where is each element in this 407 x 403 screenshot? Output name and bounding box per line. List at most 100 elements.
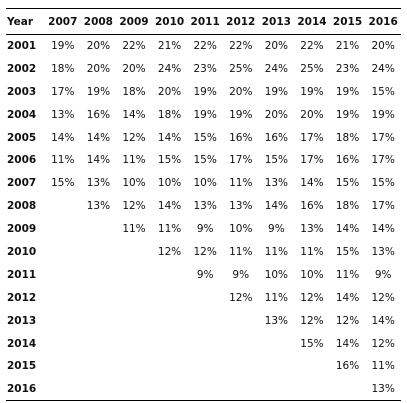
table-cell: 20% [157, 85, 182, 98]
table-cell: 13% [51, 108, 75, 121]
table-cell: 10% [157, 177, 182, 190]
table-cell [259, 332, 295, 355]
table-cell [45, 309, 81, 332]
table-cell: 25% [300, 62, 324, 75]
table-cell: 20% [264, 40, 289, 53]
table-cell: 14% [371, 314, 395, 327]
table-row: 2011 9% 9% 10% 10% 11% 9% [6, 263, 401, 286]
table-cell: 15% [371, 177, 395, 190]
row-year-label: 2007 [7, 177, 37, 190]
table-cell: 12% [122, 200, 146, 213]
table-cell: 9% [232, 268, 250, 281]
table-cell: 12% [300, 291, 324, 304]
table-cell: 14% [335, 291, 360, 304]
table-cell: 25% [229, 62, 253, 75]
table-cell [294, 378, 330, 401]
table-row: 2013 13% 12% 12% 14% [6, 309, 401, 332]
table-cell [81, 218, 117, 241]
table-row: 2001 19% 20% 22% 21% 22% 22% 20% 22% 21% 20% [6, 35, 401, 58]
table-cell: 14% [335, 223, 360, 236]
table-cell [187, 378, 223, 401]
column-header: 2008 [83, 15, 113, 28]
table-cell: 24% [264, 62, 289, 75]
table-cell: 15% [51, 177, 75, 190]
table-cell: 16% [300, 200, 324, 213]
table-cell: 22% [193, 40, 217, 53]
table-cell: 11% [264, 245, 289, 258]
table-row: 2004 13% 16% 14% 18% 19% 19% 20% 20% 19% 19% [6, 103, 401, 126]
table-cell: 23% [335, 62, 360, 75]
table-cell [116, 355, 152, 378]
table-cell: 15% [193, 154, 217, 167]
row-year-label: 2005 [7, 131, 37, 144]
table-cell: 13% [371, 245, 395, 258]
table-cell: 9% [196, 268, 214, 281]
table-header: Year 2007 2008 2009 2010 2011 2012 2013 2014 201… [6, 8, 401, 35]
table-row: 2009 11% 11% 9% 10% 9% 13% 14% 14% [6, 218, 401, 241]
table-cell [187, 286, 223, 309]
table-cell: 11% [335, 268, 360, 281]
column-header: 2012 [226, 15, 256, 28]
table-cell [187, 355, 223, 378]
table-cell: 15% [193, 131, 217, 144]
row-year-label: 2003 [7, 85, 37, 98]
table-cell [45, 378, 81, 401]
table-cell [81, 241, 117, 264]
table-cell [152, 263, 188, 286]
table-cell: 11% [264, 291, 289, 304]
table-cell [81, 355, 117, 378]
table-cell: 9% [196, 223, 214, 236]
table-cell: 20% [264, 108, 289, 121]
row-year-label: 2015 [7, 360, 37, 373]
table-cell: 14% [157, 131, 182, 144]
table-cell: 19% [86, 85, 111, 98]
table-row: 2003 17% 19% 18% 20% 19% 20% 19% 19% 19% 15% [6, 80, 401, 103]
table-cell: 19% [300, 85, 324, 98]
table-cell [45, 332, 81, 355]
table-cell: 21% [335, 40, 360, 53]
table-row: 2007 15% 13% 10% 10% 10% 11% 13% 14% 15% 15% [6, 172, 401, 195]
table-cell: 22% [300, 40, 324, 53]
table-cell: 15% [157, 154, 182, 167]
table-row: 2002 18% 20% 20% 24% 23% 25% 24% 25% 23% 24% [6, 57, 401, 80]
table-cell: 12% [371, 291, 395, 304]
table-cell: 11% [300, 245, 324, 258]
table-cell [259, 378, 295, 401]
table-cell: 12% [122, 131, 146, 144]
table-cell [223, 378, 259, 401]
table-cell [223, 355, 259, 378]
table-cell: 13% [300, 223, 324, 236]
table-cell: 11% [157, 223, 182, 236]
table-cell [152, 355, 188, 378]
table-cell: 17% [51, 85, 75, 98]
table-cell [81, 286, 117, 309]
table-cell: 16% [229, 131, 253, 144]
table-cell: 11% [371, 360, 395, 373]
table-cell [81, 332, 117, 355]
table-cell: 12% [193, 245, 217, 258]
row-year-label: 2014 [7, 337, 37, 350]
row-year-label: 2012 [7, 291, 37, 304]
table-cell [223, 332, 259, 355]
row-year-label: 2011 [7, 268, 37, 281]
table-cell: 10% [122, 177, 146, 190]
table-cell: 14% [86, 131, 111, 144]
table-cell: 14% [122, 108, 146, 121]
table-cell: 12% [335, 314, 360, 327]
table-cell: 10% [300, 268, 324, 281]
table-cell: 14% [335, 337, 360, 350]
table-cell [45, 355, 81, 378]
table-cell: 17% [371, 154, 395, 167]
table-cell: 20% [371, 40, 395, 53]
table-cell: 19% [193, 108, 217, 121]
table-cell: 18% [157, 108, 182, 121]
table-row: 2014 15% 14% 12% [6, 332, 401, 355]
cohort-percentage-table: Year 2007 2008 2009 2010 2011 2012 2013 2014 201… [6, 8, 401, 401]
table-cell [152, 286, 188, 309]
table-cell: 17% [300, 131, 324, 144]
table-cell: 14% [157, 200, 182, 213]
column-header: 2014 [297, 15, 327, 28]
table-cell: 12% [229, 291, 253, 304]
table-cell: 20% [86, 40, 111, 53]
